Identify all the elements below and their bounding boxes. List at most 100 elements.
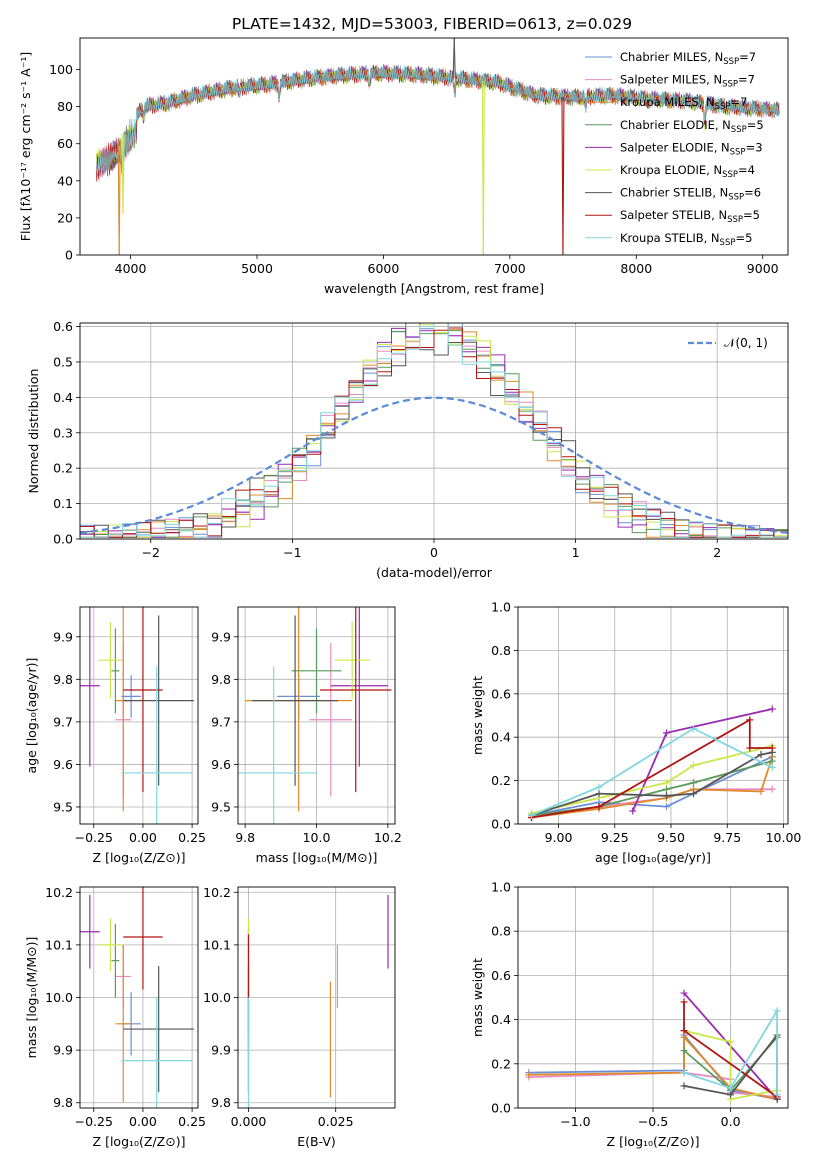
x-axis-label: E(B-V) (297, 1134, 336, 1149)
legend-label-sm: Salpeter MILES, NSSP=7 (620, 73, 755, 90)
weight-marker-cm (663, 803, 670, 811)
x-tick-label: −0.25 (75, 830, 113, 845)
y-tick-label: 9.9 (53, 1043, 73, 1058)
y-tick-label: 0.2 (53, 461, 73, 476)
y-tick-label: 9.5 (211, 799, 231, 814)
y-tick-label: 9.9 (211, 1043, 231, 1058)
x-tick-label: 9.50 (657, 830, 685, 845)
weight-marker-km (757, 787, 765, 795)
gridlines (238, 887, 395, 1108)
y-tick-label: 9.8 (211, 672, 231, 687)
weight-line-ke (531, 745, 773, 814)
y-tick-label: 10.0 (45, 990, 73, 1005)
axes-frame (517, 606, 789, 825)
weight-line-ks (531, 727, 773, 817)
weight-marker-se (768, 705, 776, 713)
chart-weight_vs_age: 9.00 9.25 9.50 9.75 10.00 0.0 0.2 0.4 0.6 0.8 1.0 a… (470, 600, 801, 866)
y-tick-label: 100 (49, 62, 73, 77)
y-axis-label: age [log₁₀(age/yr)] (24, 658, 39, 774)
x-tick-label: −1 (283, 545, 301, 560)
axes-frame (517, 886, 789, 1109)
legend-label-km: Kroupa MILES, NSSP=7 (620, 95, 747, 112)
y-tick-label: 0.0 (491, 1101, 511, 1116)
weight-marker-ks (690, 725, 697, 733)
weight-marker-cs (680, 1082, 688, 1090)
y-axis-label: mass weight (470, 958, 485, 1037)
weight-marker-ke (727, 1038, 735, 1046)
x-tick-label: 5000 (241, 261, 273, 276)
spectrum-line-ks (96, 64, 780, 177)
y-tick-label: 20 (57, 210, 73, 225)
y-tick-label: 80 (57, 99, 73, 114)
y-tick-label: 9.7 (211, 714, 231, 729)
x-tick-label: −0.5 (638, 1114, 668, 1129)
plot-area (96, 38, 780, 255)
x-tick-label: 7000 (494, 261, 526, 276)
legend-label-ke: Kroupa ELODIE, NSSP=4 (620, 163, 755, 180)
y-tick-label: 9.8 (211, 1095, 231, 1110)
y-tick-label: 9.8 (53, 672, 73, 687)
weight-marker-km (680, 1033, 688, 1041)
y-tick-label: 0.0 (53, 532, 73, 547)
legend-label-cm: Chabrier MILES, NSSP=7 (620, 50, 756, 67)
weight-line-km (531, 756, 774, 819)
x-tick-label: 1 (572, 545, 580, 560)
weight-line-ks (683, 1007, 778, 1095)
spectrum-spike (482, 81, 485, 255)
weight-marker-ce (690, 779, 697, 787)
spectrum-legend: Chabrier MILES, NSSP=7 Salpeter MILES, NS… (585, 50, 764, 248)
plot-area (528, 705, 776, 821)
weight-marker-ks (727, 1084, 735, 1092)
x-tick-label: 10.0 (303, 830, 331, 845)
y-tick-label: 9.8 (53, 1095, 73, 1110)
plot-area (247, 894, 389, 1108)
weight-marker-se (663, 729, 670, 737)
weight-marker-se (629, 807, 637, 815)
axes-frame (79, 606, 199, 825)
chart-residuals: −2 −1 0 1 2 0.0 0.1 0.2 0.3 0.4 0.5 0.6 (data-model)… (26, 319, 789, 580)
gridlines (80, 607, 198, 824)
x-tick-label: 6000 (368, 261, 400, 276)
y-tick-label: 10.0 (203, 990, 231, 1005)
weight-marker-ss (680, 1027, 688, 1035)
axes-frame (79, 37, 789, 256)
x-axis-label: Z [log₁₀(Z/Z⊙)] (607, 1134, 700, 1149)
x-tick-label: 0.25 (178, 1114, 206, 1129)
weight-marker-ce (768, 757, 776, 765)
x-tick-label: 2 (713, 545, 721, 560)
x-tick-label: 10.00 (766, 830, 802, 845)
axes-frame (237, 886, 396, 1109)
spectrum-spike (122, 134, 125, 215)
weight-marker-cs (727, 1091, 735, 1099)
y-axis-label: mass weight (470, 676, 485, 755)
weight-marker-cs (757, 751, 765, 759)
x-axis-label: Z [log₁₀(Z/Z⊙)] (93, 1134, 186, 1149)
weight-marker-ks (528, 811, 535, 819)
legend-label-ce: Chabrier ELODIE, NSSP=5 (620, 118, 764, 135)
y-tick-label: 60 (57, 136, 73, 151)
y-axis-label: mass [log₁₀(M/M⊙)] (24, 937, 39, 1059)
y-tick-label: 0.3 (53, 425, 73, 440)
weight-marker-ke (690, 761, 697, 769)
y-tick-label: 0.4 (491, 730, 511, 745)
chart-weight_vs_Z: −1.0 −0.5 0.0 0.0 0.2 0.4 0.6 0.8 1.0 Z [log₁₀(Z/… (470, 880, 789, 1149)
x-tick-label: 9.00 (545, 830, 573, 845)
x-axis-label: (data-model)/error (376, 565, 493, 580)
x-axis-label: age [log₁₀(age/yr)] (595, 850, 711, 865)
x-tick-label: 0.0 (721, 1114, 741, 1129)
weight-marker-km (525, 1071, 533, 1079)
weight-marker-ks (773, 1007, 781, 1015)
gridlines (80, 887, 198, 1108)
x-tick-label: 9.25 (601, 830, 629, 845)
y-tick-label: 10.2 (45, 885, 73, 900)
y-tick-label: 0.4 (53, 390, 73, 405)
x-tick-label: 4000 (115, 261, 147, 276)
chart-age_vs_Z: −0.25 0.00 0.25 9.5 9.6 9.7 9.8 9.9 Z [log₁₀(Z/Z… (24, 606, 206, 865)
y-tick-label: 9.9 (211, 629, 231, 644)
y-tick-label: 0.8 (491, 643, 511, 658)
axes-frame (79, 322, 789, 540)
weight-marker-ss (746, 744, 754, 752)
y-tick-label: 9.5 (53, 799, 73, 814)
chart-mass_vs_Z: −0.25 0.00 0.25 9.8 9.9 10.0 10.1 10.2 Z [log₁₀(… (24, 885, 206, 1149)
y-tick-label: 9.6 (53, 757, 73, 772)
